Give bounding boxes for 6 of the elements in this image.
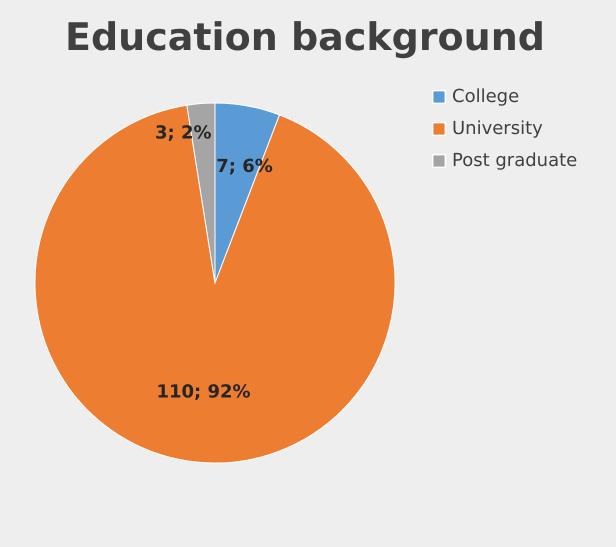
legend-label: College xyxy=(452,86,520,107)
data-label: 110; 92% xyxy=(156,381,251,402)
pie-slice xyxy=(34,104,396,464)
legend-label: University xyxy=(452,118,544,139)
chart-title: Education background xyxy=(65,15,545,59)
legend-label: Post graduate xyxy=(452,150,578,171)
